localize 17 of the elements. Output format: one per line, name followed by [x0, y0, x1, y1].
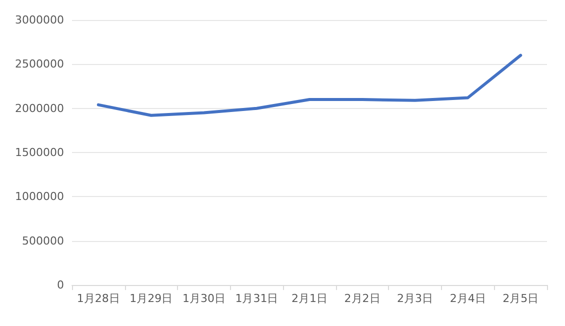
- x-tick-label: 2月5日: [502, 292, 539, 305]
- y-tick-label: 0: [57, 278, 64, 292]
- x-tick-label: 1月28日: [76, 292, 120, 305]
- line-series: [96, 54, 522, 117]
- x-tick-label: 2月1日: [292, 292, 328, 305]
- x-tick-label: 1月29日: [130, 292, 173, 305]
- x-tick-label: 2月3日: [397, 292, 434, 305]
- y-tick-label: 500000: [22, 234, 64, 248]
- y-tick-label: 2500000: [15, 58, 64, 71]
- x-tick-label: 2月4日: [450, 292, 486, 305]
- y-tick-label: 1000000: [15, 190, 64, 204]
- y-tick-label: 1500000: [15, 146, 64, 159]
- x-tick-label: 1月30日: [182, 292, 226, 305]
- y-tick-label: 3000000: [15, 14, 64, 26]
- y-tick-label: 2000000: [15, 102, 64, 115]
- x-tick-label: 1月31日: [235, 292, 278, 305]
- x-tick-label: 2月2日: [344, 292, 380, 305]
